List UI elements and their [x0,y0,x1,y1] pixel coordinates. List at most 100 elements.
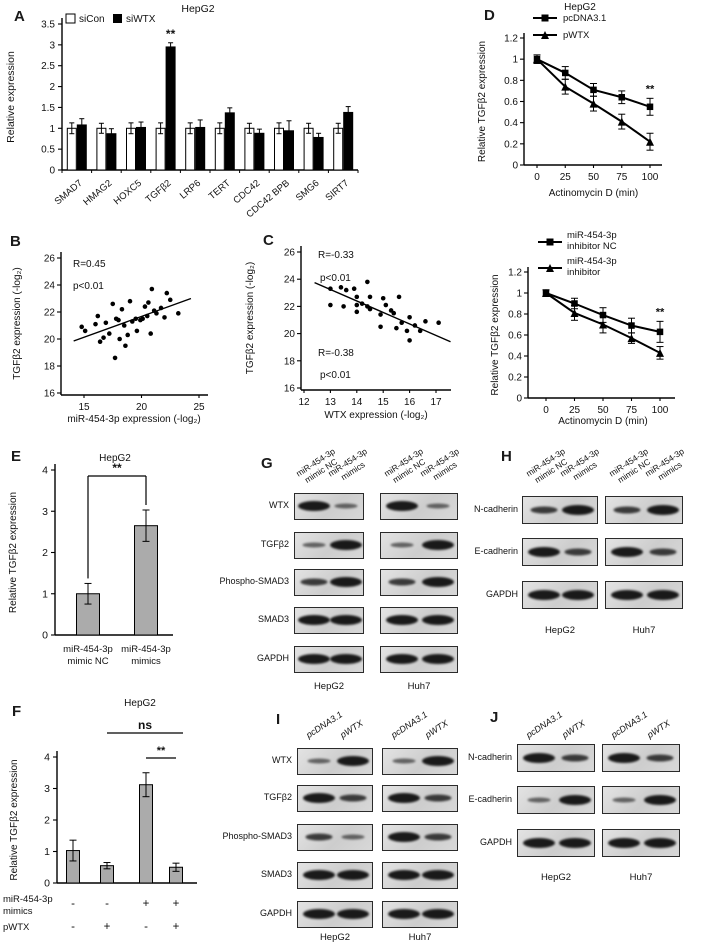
blot-band [337,870,370,880]
svg-text:Relative TGFβ2 expression: Relative TGFβ2 expression [9,759,20,880]
blot-row-label: GAPDH [485,589,518,599]
svg-text:HMAG2: HMAG2 [81,178,114,208]
svg-text:SMAD7: SMAD7 [53,178,85,207]
svg-text:22: 22 [284,302,296,313]
blot-band [527,547,560,557]
blot-band [562,590,595,600]
blot-row-label: SMAD3 [257,614,289,624]
svg-text:1: 1 [42,588,48,600]
svg-text:4: 4 [44,752,50,764]
blot-box [294,606,364,634]
blot-row-label: GAPDH [256,653,289,663]
svg-text:100: 100 [642,172,659,183]
panel-j-label: J [490,709,499,726]
blot-band [386,501,419,511]
blot-band [387,870,420,880]
svg-text:inhibitor NC: inhibitor NC [567,241,617,252]
svg-text:SMG6: SMG6 [294,178,322,204]
blot-box [382,861,458,889]
svg-text:inhibitor: inhibitor [567,267,600,278]
blot-row-label: WTX [269,500,289,510]
svg-text:+: + [143,898,150,910]
blot-box [605,581,683,609]
blot-box [297,900,373,928]
blot-row-label: E-cadherin [474,546,518,556]
lane-header: miR-454-3p mimics [418,446,461,482]
svg-text:TGFβ2: TGFβ2 [144,178,174,206]
svg-text:+: + [104,921,111,933]
blot-band [608,753,641,763]
blot-band [558,795,591,805]
svg-text:25: 25 [560,172,572,183]
blot-band [424,833,452,841]
svg-text:75: 75 [626,405,638,416]
blot-band [302,542,326,548]
svg-text:20: 20 [136,402,148,413]
svg-text:R=-0.38: R=-0.38 [318,348,354,359]
blot-box [382,900,458,928]
blot-band [421,540,454,550]
blot-band [330,577,363,587]
svg-text:0: 0 [534,172,540,183]
panel-h-label: H [501,448,512,465]
svg-text:mimics: mimics [3,906,33,917]
svg-text:0.2: 0.2 [508,373,522,384]
blot-band [608,838,641,848]
svg-text:Relative TGFβ2 expression: Relative TGFβ2 expression [490,274,501,395]
blot-band [302,909,335,919]
blot-band [646,505,679,515]
lane-header: miR-454-3p mimics [643,446,686,482]
blot-band [341,834,365,840]
blot-box [522,496,598,524]
svg-text:0.6: 0.6 [508,331,522,342]
blot-band [530,506,558,514]
svg-text:50: 50 [597,405,609,416]
blot-band [337,756,370,766]
blot-box [382,823,458,851]
panel-g-blot: miR-454-3p mimic NC miR-454-3p mimics miR-45… [219,435,478,695]
lane-header: pcDNA3.1 [524,708,565,740]
cell-line-label: Huh7 [629,872,653,883]
blot-band [613,506,641,514]
lane-header: pWTX [645,717,672,740]
panel-f-label: F [12,703,22,720]
panel-b-label: B [10,233,21,250]
blot-box [382,784,458,812]
blot-box [380,645,458,673]
panel-f-chart: 0 1 2 3 4 HepG2 Relative TGFβ2 expression ns ** m… [3,698,197,933]
svg-text:-: - [144,921,148,933]
blot-row-label: GAPDH [259,908,292,918]
svg-text:0: 0 [543,405,549,416]
cell-line-label: HepG2 [319,932,351,943]
blot-box [522,581,598,609]
svg-text:HOXC5: HOXC5 [112,178,144,207]
blot-band [387,793,420,803]
cell-line-label: HepG2 [544,625,576,636]
panel-i-blot: pcDNA3.1 pWTX pcDNA3.1 pWTX WTX TGFβ2 Phospho-… [222,690,480,948]
svg-text:2: 2 [44,815,50,827]
svg-text:2: 2 [42,547,48,559]
svg-text:15: 15 [78,402,90,413]
svg-text:14: 14 [351,397,363,408]
cell-line-label: Huh7 [407,681,431,692]
blot-band [421,615,454,625]
blot-box [605,538,683,566]
blot-row-label: E-cadherin [468,794,512,804]
svg-text:1: 1 [516,289,522,300]
svg-text:**: ** [166,27,176,41]
blot-band [422,870,455,880]
svg-text:0.6: 0.6 [504,97,518,108]
blot-box [294,531,364,559]
svg-text:13: 13 [325,397,337,408]
blot-band [646,754,674,762]
svg-text:18: 18 [44,362,56,373]
svg-text:0: 0 [512,161,518,172]
blot-band [421,654,454,664]
blot-box [297,747,373,775]
svg-text:0.8: 0.8 [504,76,518,87]
svg-text:mimics: mimics [131,656,161,667]
blot-band [330,615,363,625]
blot-band [643,795,676,805]
